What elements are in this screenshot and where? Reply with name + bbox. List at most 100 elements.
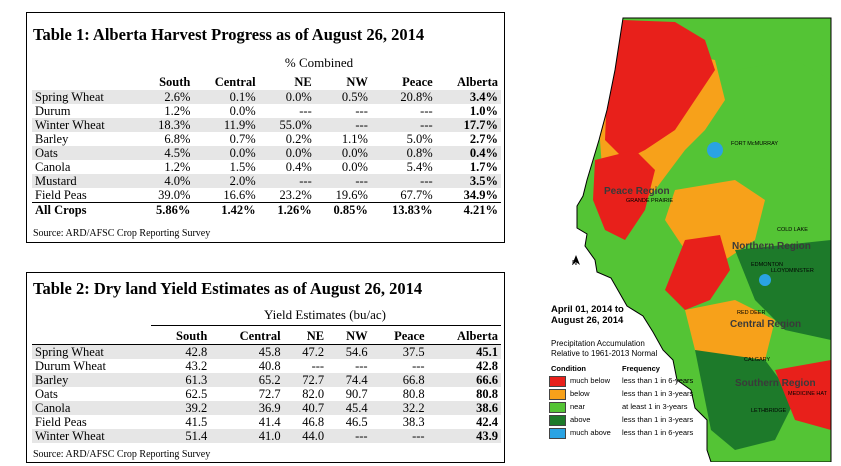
table-cell: 5.4% [406,160,433,174]
precipitation-map [572,17,832,462]
table-cell: 90.7 [345,387,368,401]
table-cell: 43.2 [185,359,208,373]
harvest-progress-table-panel: Table 1: Alberta Harvest Progress as of … [26,12,505,243]
table-cell: 0.4% [285,160,312,174]
column-header: South [152,328,211,345]
table-cell: 0.1% [193,90,259,104]
legend-swatch [549,402,566,413]
table-cell: --- [314,118,371,132]
table-cell: --- [370,118,436,132]
table-cell: 45.4 [327,401,371,415]
table-cell: 6.8% [164,132,191,146]
crop-label: Durum Wheat [35,359,106,373]
table-row: Canola 1.2% 1.5% 0.4% 0.0% 5.4% 1.7% [32,160,501,174]
crop-label: Winter Wheat [32,118,138,132]
much-below-zone [605,20,715,160]
table2-source: Source: ARD/AFSC Crop Reporting Survey [33,449,211,460]
legend-frequency: less than 1 in 6-years [622,428,694,437]
table-cell: --- [355,104,368,118]
column-header: Alberta [457,75,498,89]
table-cell: 2.7% [469,132,498,146]
subtitle-rule [151,325,501,326]
table-cell: 67.7% [400,188,433,202]
table-cell: 1.2% [164,104,191,118]
city-label: LETHBRIDGE [751,408,787,414]
column-header: NW [346,75,368,89]
column-header: Central [210,328,284,345]
table-cell: 39.2 [152,401,211,415]
total-cell: 0.85% [314,202,371,217]
table-row: Spring Wheat 42.8 45.8 47.2 54.6 37.5 45.1 [32,344,501,359]
crop-label: Field Peas [35,188,87,202]
table-cell: 44.0 [283,429,328,443]
total-label: All Crops [32,202,138,217]
table1-source: Source: ARD/AFSC Crop Reporting Survey [33,228,211,239]
table-cell: 46.5 [345,415,368,429]
table-cell: 0.2% [285,132,312,146]
table-cell: 42.8 [152,344,211,359]
above-zone [695,350,795,450]
legend-condition: much above [570,428,611,437]
table-cell: 51.4 [152,429,211,443]
column-header: Peace [370,328,428,345]
much-above-zone [759,274,771,286]
table-cell: 72.7 [283,373,328,387]
table-cell: 0.0% [258,146,315,160]
crop-label: Mustard [32,174,138,188]
table-row: Winter Wheat 51.4 41.0 44.0 --- --- 43.9 [32,429,501,443]
city-label: LLOYDMINSTER [771,268,814,274]
table-row: Mustard 4.0% 2.0% --- --- --- 3.5% [32,174,501,188]
city-label: GRANDE PRAIRIE [626,198,674,204]
table-cell: 40.7 [283,401,328,415]
table-cell: 80.8 [402,387,425,401]
table-cell: 18.3% [137,118,194,132]
table-cell: 16.6% [223,188,256,202]
legend-frequency: at least 1 in 3-years [622,402,688,411]
table-cell: 1.0% [469,104,498,118]
table-cell: 11.9% [193,118,259,132]
table-cell: 42.4 [476,415,498,429]
table-cell: --- [311,359,325,373]
crop-label: Durum [35,104,71,118]
table-cell: 54.6 [327,344,371,359]
table-cell: 0.7% [229,132,256,146]
much-below-zone [775,360,831,430]
city-label: RED DEER [737,310,766,316]
table-row: Field Peas 39.0% 16.6% 23.2% 19.6% 67.7% 34.9% [32,188,501,203]
table2-title: Table 2: Dry land Yield Estimates as of … [33,279,423,298]
legend-condition: much below [570,376,611,385]
table-cell: 39.0% [158,188,191,202]
table-cell: 32.2 [370,401,428,415]
table2-subtitle: Yield Estimates (bu/ac) [263,307,387,322]
table-cell: 4.0% [137,174,194,188]
table-cell: 1.5% [229,160,256,174]
crop-label: Oats [35,387,58,401]
table1-title: Table 1: Alberta Harvest Progress as of … [33,25,425,44]
crop-label: Oats [32,146,138,160]
alberta-border [576,17,832,462]
table-cell: --- [370,429,428,443]
table-cell: 23.2% [279,188,312,202]
much-above-zone [707,142,723,158]
table-cell: 0.8% [370,146,436,160]
much-below-zone [593,150,655,240]
table-cell: 41.4 [258,415,281,429]
table-row: Spring Wheat 2.6% 0.1% 0.0% 0.5% 20.8% 3.4% [32,90,501,104]
table-cell: --- [420,104,433,118]
table-cell: 41.0 [210,429,284,443]
crop-label: Barley [35,132,69,146]
legend-frequency: less than 1 in 6-years [622,376,694,385]
table-cell: 55.0% [258,118,315,132]
map-title-line: April 01, 2014 to [551,304,624,315]
column-header: South [159,75,191,89]
legend-condition: above [570,415,591,424]
table-cell: 62.5 [185,387,208,401]
table-cell: 43.9 [427,429,501,443]
table-cell: --- [412,359,425,373]
table-cell: 1.1% [341,132,368,146]
table-cell: 1.7% [469,160,498,174]
region-label-southern: Southern Region [735,378,816,389]
table-row: Oats 62.5 72.7 82.0 90.7 80.8 80.8 [32,387,501,401]
map-title: April 01, 2014 to August 26, 2014 [551,304,624,326]
table-cell: 1.2% [164,160,191,174]
